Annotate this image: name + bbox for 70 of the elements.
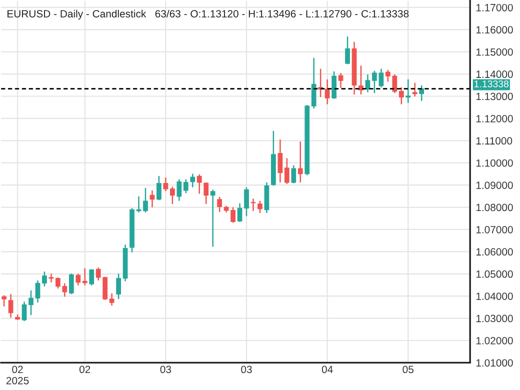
candlestick: [278, 138, 283, 184]
candlestick: [250, 198, 256, 212]
x-tick-label: 02: [79, 366, 90, 374]
candlestick: [170, 186, 175, 205]
candlestick: [332, 70, 336, 100]
candlestick: [76, 273, 81, 286]
candlestick: [378, 68, 384, 88]
y-tick-label: 1.15000: [476, 48, 513, 56]
candlestick: [150, 190, 155, 208]
candlestick: [48, 273, 54, 283]
candlestick: [338, 72, 344, 89]
y-tick-label: 1.12000: [476, 114, 513, 122]
candlestick: [28, 290, 34, 316]
candlestick: [2, 294, 7, 308]
y-tick-label: 1.16000: [476, 26, 513, 34]
x-tick-label: 03: [160, 366, 172, 374]
candlestick: [176, 178, 182, 202]
text: EURUSD - Daily - Candlestick 63/63 - O:1.13120 - H:1.13496 - L:1.12790 - C:1.13338: [8, 10, 409, 20]
y-tick-label: 1.09000: [476, 182, 513, 189]
candlestick: [163, 176, 168, 192]
y-tick-label: 1.08000: [476, 204, 513, 212]
y-tick-label: 1.13000: [476, 92, 513, 100]
y-tick-label: 1.10000: [476, 159, 513, 167]
candlestick: [8, 293, 14, 318]
candlestick: [291, 164, 296, 184]
x-tick-label: 04: [322, 366, 333, 374]
candlestick: [22, 301, 27, 322]
candlestick: [244, 186, 249, 217]
y-tick-label: 1.07000: [476, 226, 513, 234]
y-tick-label: 1.17000: [476, 4, 513, 12]
candlestick: [345, 36, 350, 65]
candlestick: [217, 196, 222, 213]
candlestick: [324, 78, 330, 105]
candlestick: [419, 84, 424, 102]
x-tick-label: 03: [241, 366, 252, 374]
candlestick: [210, 189, 216, 248]
ref-line-label: 1.13338: [474, 80, 509, 88]
x-tick-label: 02 2025: [6, 366, 29, 384]
y-tick-label: 1.14000: [476, 70, 513, 78]
y-tick-label: 1.05000: [476, 270, 513, 278]
candlestick: [143, 187, 148, 214]
candlestick: [264, 182, 270, 214]
candlestick: [156, 175, 162, 201]
candlestick: [116, 273, 121, 300]
candlestick: [258, 200, 262, 214]
candlestick: [109, 292, 114, 306]
candlestick: [89, 268, 94, 286]
candlestick: [412, 82, 418, 98]
candlestick: [183, 178, 188, 194]
candlestick: [237, 202, 242, 223]
candlestick: [398, 86, 404, 105]
candlestick: [42, 271, 47, 287]
y-tick-label: 1.11000: [476, 137, 512, 145]
candlestick: [190, 173, 196, 188]
x-tick-label: 05: [402, 366, 414, 374]
candlestick: [68, 273, 74, 295]
candlestick: [406, 78, 411, 104]
y-tick-label: 1.02000: [476, 336, 513, 344]
candlestick: [372, 70, 377, 94]
candlestick: [284, 158, 290, 185]
y-tick-label: 1.06000: [476, 248, 513, 256]
candlestick: [298, 140, 303, 184]
candlestick: [82, 268, 88, 286]
candlestick: [311, 57, 316, 110]
candlestick: [358, 64, 364, 96]
y-tick-label: 1.03000: [476, 314, 513, 322]
y-tick-label: 1.01000: [476, 359, 513, 367]
candlestick: [230, 206, 236, 224]
candlestick: [35, 280, 40, 304]
y-tick-label: 1.04000: [476, 292, 513, 300]
